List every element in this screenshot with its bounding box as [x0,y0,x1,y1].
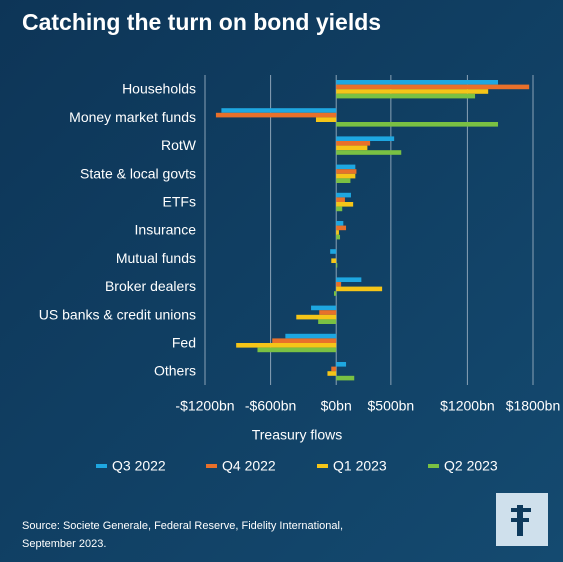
bar [336,178,351,183]
bar [327,371,337,376]
bar [336,164,356,170]
bar [319,310,337,315]
legend-swatch [428,464,439,468]
bar [296,314,337,320]
y-tick-label: Others [154,363,196,379]
y-tick-label: Insurance [135,222,197,238]
bar [336,192,351,198]
bar [331,366,337,372]
x-tick-label: $0bn [321,398,352,414]
bar [336,197,345,202]
bar [336,169,357,174]
y-tick-label: Money market funds [69,109,196,125]
bar [336,225,347,231]
y-tick-label: Fed [172,335,196,351]
logo [496,493,548,546]
bar [336,122,499,127]
bar [336,277,362,282]
x-tick-label: $500bn [368,398,415,414]
legend-label: Q2 2023 [444,458,498,474]
y-tick-label: Mutual funds [116,250,196,266]
y-tick-label: State & local govts [80,165,196,181]
bar [336,234,341,240]
bar [334,291,337,296]
bar [336,202,354,207]
bar [336,221,344,226]
x-tick-label: $1200bn [440,398,495,414]
y-tick-label: RotW [161,137,197,153]
bar [236,343,337,348]
x-tick-label: $1800bn [506,398,561,414]
source-line: September 2023. [22,538,106,550]
x-axis-label: Treasury flows [252,427,343,443]
bar [336,84,530,90]
bar [336,173,356,179]
bar [318,319,337,324]
bar [336,141,371,146]
bar [336,206,343,212]
y-tick-label: ETFs [163,194,196,210]
x-tick-label: -$1200bn [175,398,234,414]
bar [221,108,337,113]
y-tick-label: Broker dealers [105,278,196,294]
bar [336,93,476,99]
bar [215,112,337,118]
legend-label: Q4 2022 [222,458,276,474]
source-line: Source: Societe Generale, Federal Reserv… [22,520,343,532]
legend-label: Q1 2023 [333,458,387,474]
bar [336,80,499,85]
bar [336,89,489,94]
legend-swatch [206,464,217,468]
bar [336,282,342,287]
chart-title: Catching the turn on bond yields [22,9,381,35]
legend-swatch [96,464,107,468]
bar [336,145,368,151]
bar [272,338,337,343]
legend-label: Q3 2022 [112,458,166,474]
bar [336,230,339,235]
bar [336,263,338,268]
bar [336,286,383,292]
bar [336,150,402,155]
bar [257,347,337,353]
bar [285,333,337,339]
y-tick-label: US banks & credit unions [39,306,196,322]
bar [330,249,337,254]
bar [336,362,347,367]
bar [311,305,337,311]
legend-swatch [317,464,328,468]
x-tick-label: -$600bn [245,398,296,414]
bar [331,258,337,263]
bar [336,136,395,141]
bar [336,375,355,381]
bar [315,117,337,122]
y-tick-label: Households [122,81,196,97]
